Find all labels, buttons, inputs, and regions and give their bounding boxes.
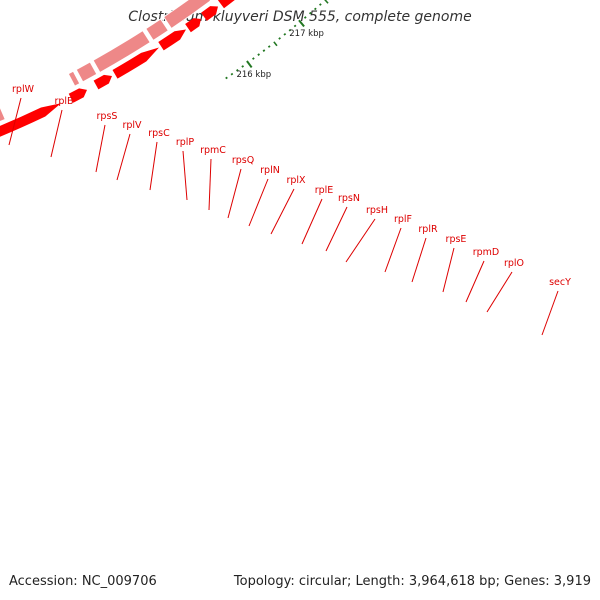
gene-label-leader (301, 198, 323, 245)
scale-minor-tick (303, 16, 307, 19)
gene-label-rpsC[interactable]: rpsC (148, 128, 170, 139)
gene-label-leader (486, 271, 513, 313)
scale-minor-tick (230, 72, 234, 76)
scale-minor-tick (273, 41, 278, 47)
gene-label-leader (95, 124, 106, 173)
gene-labels: rplW rplB rpsS rplV rpsC rplP rpmC rpsQ rplN rplX… (8, 84, 571, 336)
scale-tick-label: 217 kbp (289, 29, 324, 39)
reverse-gene[interactable] (112, 47, 159, 79)
gene-label-leader (384, 227, 402, 273)
reverse-gene[interactable] (0, 103, 61, 140)
scale-minor-tick (324, 0, 329, 4)
gene-label-rplF[interactable]: rplF (394, 214, 412, 225)
reverse-gene[interactable] (158, 29, 186, 51)
gene-label-rpsE[interactable]: rpsE (446, 234, 467, 245)
scale-minor-tick (235, 68, 239, 72)
scale-minor-tick (241, 65, 245, 68)
scale-minor-tick (267, 45, 271, 48)
genome-summary-text: Topology: circular; Length: 3,964,618 bp… (233, 574, 591, 589)
gene-label-rpsH[interactable]: rpsH (366, 205, 388, 216)
scale-minor-tick (225, 76, 228, 80)
accession-text: Accession: NC_009706 (9, 574, 157, 589)
gene-label-rplB[interactable]: rplB (54, 96, 73, 107)
gene-label-rplP[interactable]: rplP (176, 137, 195, 148)
gene-label-rpmD[interactable]: rpmD (473, 247, 500, 258)
gene-label-leader (116, 133, 131, 181)
gene-label-rpsQ[interactable]: rpsQ (232, 155, 254, 166)
scale-major-tick (246, 60, 253, 69)
scale-minor-tick (308, 11, 312, 15)
reverse-gene[interactable] (201, 6, 218, 21)
scale-minor-tick (288, 28, 292, 32)
scale-minor-tick (278, 37, 281, 40)
forward-gene[interactable] (67, 70, 81, 87)
forward-gene[interactable] (145, 18, 170, 42)
scale-minor-tick (314, 7, 317, 11)
gene-label-leader (325, 206, 348, 252)
scale-minor-tick (257, 53, 261, 56)
gene-label-leader (541, 290, 559, 336)
scale-minor-tick (283, 32, 287, 36)
reverse-gene[interactable] (217, 0, 245, 9)
scale-minor-tick (262, 49, 266, 52)
gene-label-leader (345, 218, 376, 263)
gene-label-leader (270, 188, 295, 235)
gene-label-leader (442, 247, 455, 293)
gene-label-rplV[interactable]: rplV (122, 120, 142, 131)
gene-label-rplO[interactable]: rplO (504, 258, 524, 269)
gene-label-leader (8, 97, 22, 146)
forward-gene[interactable] (162, 0, 212, 30)
gene-label-rpsS[interactable]: rpsS (97, 111, 118, 122)
gene-label-rplX[interactable]: rplX (286, 175, 306, 186)
forward-gene[interactable] (75, 61, 98, 83)
scale-minor-tick (252, 57, 255, 60)
scale-major-tick (298, 19, 305, 28)
gene-label-leader (50, 109, 63, 158)
gene-label-rpsN[interactable]: rpsN (338, 193, 360, 204)
scale-tick-label: 216 kbp (236, 70, 271, 80)
reverse-gene[interactable] (185, 18, 201, 33)
gene-label-leader (182, 150, 188, 201)
gene-label-rplW[interactable]: rplW (12, 84, 35, 95)
gene-label-leader (248, 178, 269, 227)
forward-gene[interactable] (92, 29, 151, 74)
forward-gene[interactable] (0, 105, 6, 124)
gene-label-rpmC[interactable]: rpmC (200, 145, 226, 156)
reverse-gene[interactable] (68, 88, 87, 103)
forward-strand-genes (0, 0, 212, 124)
gene-label-leader (411, 237, 427, 283)
gene-label-leader (208, 158, 212, 211)
gene-label-rplE[interactable]: rplE (315, 185, 334, 196)
gene-label-secY[interactable]: secY (549, 277, 571, 288)
scale-minor-tick (319, 3, 322, 6)
reverse-strand-genes (0, 0, 245, 140)
gene-label-rplN[interactable]: rplN (260, 165, 280, 176)
gene-label-leader (465, 260, 485, 303)
gene-label-rplR[interactable]: rplR (418, 224, 438, 235)
scale-minor-tick (293, 24, 297, 28)
gene-label-leader (149, 141, 158, 191)
reverse-gene[interactable] (93, 74, 112, 90)
gene-label-leader (227, 168, 242, 219)
